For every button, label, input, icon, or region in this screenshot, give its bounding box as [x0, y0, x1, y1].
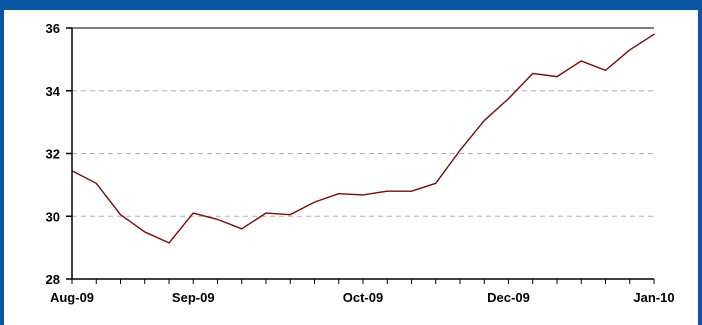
data-point-11	[338, 192, 340, 194]
y-tick-label-32: 32	[46, 147, 60, 162]
data-point-14	[410, 190, 412, 192]
data-point-9	[289, 213, 291, 215]
x-tick-label-sep-09: Sep-09	[172, 290, 215, 305]
x-tick-label-jan-10: Jan-10	[633, 290, 674, 305]
data-point-3	[144, 231, 146, 233]
data-point-0	[71, 170, 73, 172]
data-point-18	[507, 97, 509, 99]
data-point-15	[435, 182, 437, 184]
data-point-23	[629, 49, 631, 51]
y-axis-ticks: 28 30 32 34 36	[46, 21, 72, 287]
data-point-16	[459, 149, 461, 151]
data-point-8	[265, 212, 267, 214]
data-point-24	[653, 33, 655, 35]
data-point-4	[168, 242, 170, 244]
data-point-12	[362, 194, 364, 196]
data-point-21	[580, 60, 582, 62]
x-axis-ticks: Aug-09 Sep-09 Oct-09 Dec-09 Jan-10	[50, 279, 675, 305]
y-tick-label-30: 30	[46, 209, 60, 224]
data-point-1	[95, 182, 97, 184]
x-tick-label-oct-09: Oct-09	[343, 290, 383, 305]
data-point-20	[556, 75, 558, 77]
x-tick-label-dec-09: Dec-09	[487, 290, 530, 305]
data-point-6	[216, 218, 218, 220]
data-point-5	[192, 212, 194, 214]
series-line-0	[71, 33, 655, 244]
data-point-17	[483, 119, 485, 121]
y-tick-label-34: 34	[46, 84, 61, 99]
y-tick-label-28: 28	[46, 272, 60, 287]
data-point-2	[119, 213, 121, 215]
header-bar	[0, 0, 702, 10]
data-point-10	[313, 201, 315, 203]
y-tick-label-36: 36	[46, 21, 60, 36]
x-tick-label-aug-09: Aug-09	[50, 290, 94, 305]
grid-lines	[72, 27, 654, 217]
data-point-13	[386, 190, 388, 192]
data-point-19	[532, 72, 534, 74]
data-point-22	[604, 69, 606, 71]
data-point-7	[241, 228, 243, 230]
series-layer	[71, 33, 655, 244]
